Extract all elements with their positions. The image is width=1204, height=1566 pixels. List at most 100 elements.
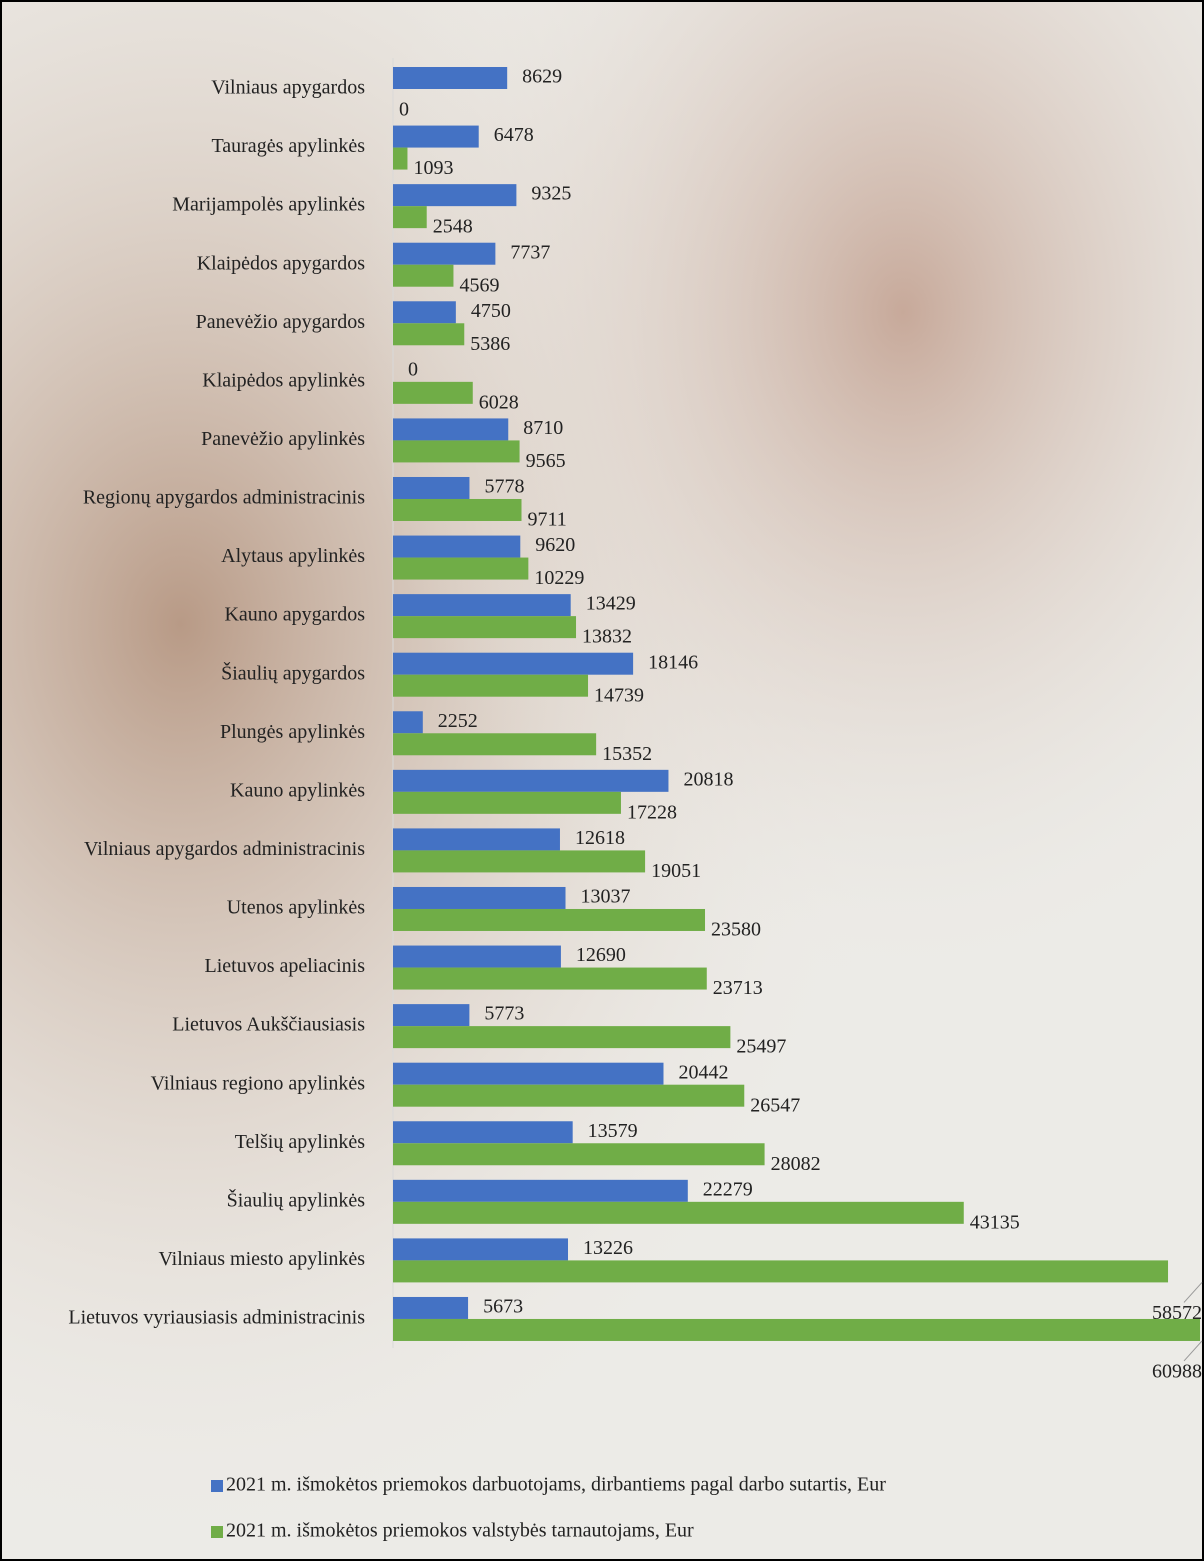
bar xyxy=(393,1202,964,1224)
value-label: 9711 xyxy=(527,509,566,531)
value-label: 5778 xyxy=(484,476,524,498)
value-label: 5773 xyxy=(484,1003,524,1025)
value-label: 13226 xyxy=(583,1237,633,1259)
y-tick-label: Lietuvos vyriausiasis administracinis xyxy=(68,1307,365,1329)
value-label: 15352 xyxy=(602,743,652,765)
value-label: 7737 xyxy=(510,241,550,263)
bar xyxy=(393,184,516,206)
value-label: 8710 xyxy=(523,417,563,439)
value-label: 18146 xyxy=(648,651,698,673)
y-tick-label: Panevėžio apylinkės xyxy=(201,428,365,450)
value-label: 13832 xyxy=(582,626,632,648)
value-label: 5386 xyxy=(470,333,510,355)
y-tick-label: Tauragės apylinkės xyxy=(211,135,365,157)
bar xyxy=(393,440,520,462)
bar xyxy=(393,733,596,755)
value-label: 20442 xyxy=(678,1061,728,1083)
value-label: 13429 xyxy=(586,593,636,615)
y-tick-label: Plungės apylinkės xyxy=(220,721,365,743)
y-tick-label: Vilniaus apygardos administracinis xyxy=(84,838,365,860)
bar xyxy=(393,1180,688,1202)
value-label: 13579 xyxy=(588,1120,638,1142)
bar xyxy=(393,909,705,931)
y-tick-label: Vilniaus miesto apylinkės xyxy=(158,1248,365,1270)
y-tick-label: Klaipėdos apylinkės xyxy=(202,369,365,391)
bar xyxy=(393,946,561,968)
value-label: 25497 xyxy=(736,1036,786,1058)
bar xyxy=(393,711,423,733)
bar xyxy=(393,499,521,521)
bar xyxy=(393,148,407,170)
value-label: 23580 xyxy=(711,919,761,941)
value-label: 0 xyxy=(408,358,418,380)
bar xyxy=(393,477,469,499)
value-label: 23713 xyxy=(713,977,763,999)
value-label: 9325 xyxy=(531,183,571,205)
value-label: 9565 xyxy=(526,450,566,472)
bar xyxy=(393,653,633,675)
bar xyxy=(393,1238,568,1260)
value-label: 60988 xyxy=(1152,1361,1202,1383)
legend-swatch xyxy=(211,1526,223,1538)
bar xyxy=(393,887,566,909)
value-label: 6478 xyxy=(494,124,534,146)
y-tick-label: Panevėžio apygardos xyxy=(196,311,366,333)
bar xyxy=(393,536,520,558)
value-label: 17228 xyxy=(627,801,677,823)
value-label: 12690 xyxy=(576,944,626,966)
bar xyxy=(393,301,456,323)
bar xyxy=(393,968,707,990)
bar xyxy=(393,243,495,265)
bar xyxy=(393,265,453,287)
value-label: 28082 xyxy=(771,1153,821,1175)
value-label: 0 xyxy=(399,99,409,121)
value-label: 5673 xyxy=(483,1296,523,1318)
y-tick-label: Šiaulių apygardos xyxy=(221,660,365,684)
bar xyxy=(393,828,560,850)
y-tick-label: Kauno apylinkės xyxy=(230,779,365,801)
bar xyxy=(393,1319,1200,1341)
value-label: 12618 xyxy=(575,827,625,849)
value-label: 8629 xyxy=(522,66,562,88)
bar xyxy=(393,558,528,580)
page: {"chart_data": {"type": "hbar", "categor… xyxy=(0,0,1204,1561)
bar xyxy=(393,382,473,404)
value-label: 13037 xyxy=(581,886,631,908)
value-label: 2252 xyxy=(438,710,478,732)
value-label: 2548 xyxy=(433,216,473,238)
value-label: 19051 xyxy=(651,860,701,882)
bar xyxy=(393,1026,730,1048)
value-label: 6028 xyxy=(479,391,519,413)
value-label: 9620 xyxy=(535,534,575,556)
y-tick-label: Klaipėdos apygardos xyxy=(197,252,366,274)
value-label: 1093 xyxy=(413,157,453,179)
y-tick-label: Telšių apylinkės xyxy=(235,1131,365,1153)
y-tick-label: Marijampolės apylinkės xyxy=(172,194,365,216)
bar xyxy=(393,594,571,616)
bar xyxy=(393,770,668,792)
bar xyxy=(393,616,576,638)
value-label: 4569 xyxy=(459,274,499,296)
value-label: 14739 xyxy=(594,684,644,706)
bar xyxy=(393,1121,573,1143)
y-tick-label: Kauno apygardos xyxy=(224,604,365,626)
value-label: 43135 xyxy=(970,1211,1020,1233)
bar xyxy=(393,1297,468,1319)
bar xyxy=(393,675,588,697)
value-label: 20818 xyxy=(683,768,733,790)
value-label: 10229 xyxy=(534,567,584,589)
y-tick-label: Vilniaus apygardos xyxy=(211,77,365,99)
value-label: 26547 xyxy=(750,1094,800,1116)
bar xyxy=(393,850,645,872)
bar xyxy=(393,1143,765,1165)
bar xyxy=(393,206,427,228)
y-tick-label: Lietuvos apeliacinis xyxy=(204,955,365,977)
value-label: 22279 xyxy=(703,1178,753,1200)
y-tick-label: Šiaulių apylinkės xyxy=(227,1187,366,1211)
legend-label: 2021 m. išmokėtos priemokos valstybės ta… xyxy=(226,1520,694,1542)
bar xyxy=(393,792,621,814)
y-tick-label: Vilniaus regiono apylinkės xyxy=(151,1072,366,1094)
chart: Vilniaus apygardos 8629 0 Tauragės apylinkė… xyxy=(0,0,1204,1561)
y-tick-label: Lietuvos Aukščiausiasis xyxy=(172,1014,365,1036)
y-tick-label: Regionų apygardos administracinis xyxy=(83,487,365,509)
